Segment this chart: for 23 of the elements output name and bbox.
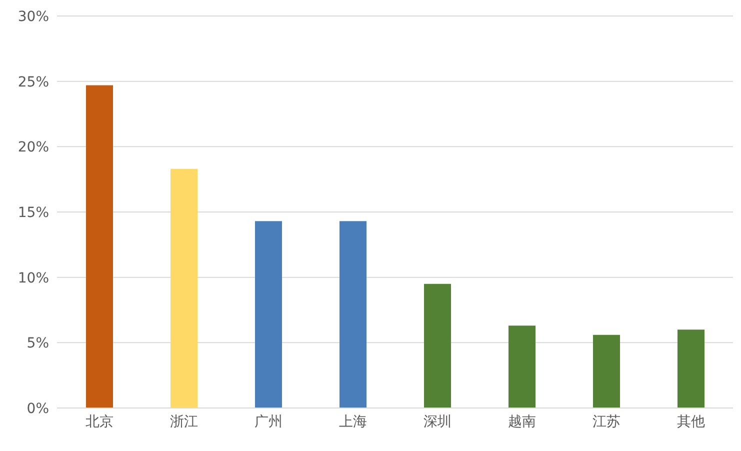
bar <box>340 221 366 408</box>
x-tick-label: 其他 <box>676 414 705 430</box>
bar <box>424 284 451 408</box>
bar <box>508 326 536 408</box>
y-tick-label: 20% <box>18 140 49 156</box>
y-tick-label: 15% <box>18 204 49 221</box>
bar <box>678 330 704 408</box>
x-tick-label: 深圳 <box>423 414 452 430</box>
y-tick-label: 10% <box>18 270 49 286</box>
y-tick-label: 30% <box>18 8 49 25</box>
x-tick-label: 北京 <box>85 414 114 430</box>
bar <box>170 168 198 408</box>
x-tick-label: 江苏 <box>592 414 620 430</box>
y-tick-label: 0% <box>26 400 49 417</box>
bar <box>86 85 113 408</box>
x-tick-label: 广州 <box>254 414 282 430</box>
y-tick-label: 25% <box>18 74 49 90</box>
bar <box>593 334 620 408</box>
x-tick-label: 浙江 <box>170 414 198 430</box>
x-tick-label: 上海 <box>338 414 367 430</box>
x-tick-label: 越南 <box>508 414 536 430</box>
bar <box>255 221 282 408</box>
y-tick-label: 5% <box>26 336 49 352</box>
